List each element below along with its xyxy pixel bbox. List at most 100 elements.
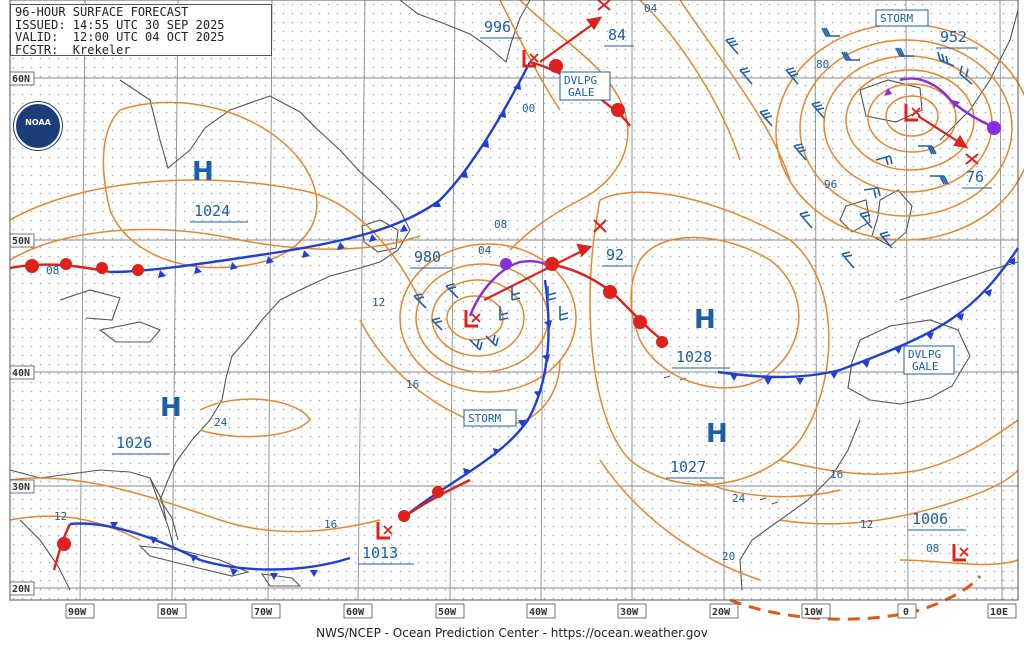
france-coast	[899, 261, 1019, 301]
low-pressure-value: 980	[414, 248, 441, 266]
isobar-12-east	[779, 469, 1019, 525]
barb	[413, 293, 427, 309]
low-marker	[376, 522, 390, 540]
warm-bump	[603, 285, 617, 299]
cold-barb	[862, 360, 870, 368]
track-arrow-952	[917, 115, 963, 145]
isobar-12	[9, 179, 421, 301]
warning-label-line: GALE	[912, 360, 939, 373]
barb	[841, 51, 860, 61]
barb	[431, 317, 443, 331]
isobar-1024-east	[589, 191, 830, 486]
lat-lon-grid	[10, 0, 1018, 601]
barb	[879, 231, 893, 249]
cold-barb	[796, 378, 804, 385]
occluded-front-980	[468, 259, 546, 317]
isobar-980-2	[431, 279, 525, 357]
barb	[918, 145, 937, 155]
barb	[739, 67, 753, 85]
low-pressure-value: 1006	[912, 510, 948, 528]
high-marker: H	[694, 305, 716, 335]
cold-barb	[481, 140, 489, 148]
cold-barb	[194, 266, 202, 274]
warning-box	[463, 409, 517, 427]
warning-label-line: DVLPG	[564, 74, 597, 87]
track-arrow-996	[539, 21, 597, 63]
isobar-1004-west	[639, 0, 741, 161]
isobar-952-2	[867, 83, 957, 153]
low-pressure-value: 996	[484, 18, 511, 36]
noaa-logo-text: NOAA	[25, 118, 51, 127]
cold-barb	[544, 320, 552, 328]
forecast-info-box: 96-HOUR SURFACE FORECAST ISSUED: 14:55 UT…	[10, 4, 272, 56]
warm-bump	[656, 336, 668, 348]
high-marker: H	[192, 157, 214, 187]
lon-label: 20W	[712, 607, 731, 618]
barb	[469, 338, 483, 351]
cold-barb	[1008, 257, 1015, 265]
cold-barb	[534, 390, 542, 398]
future-positions	[593, 0, 979, 233]
low-pressure-value: 1013	[362, 544, 398, 562]
cold-barb	[493, 448, 500, 456]
warning-label-line: GALE	[568, 86, 595, 99]
occluded-front-952	[899, 77, 997, 130]
low-marker	[904, 104, 918, 122]
warning-label: STORM	[468, 412, 501, 425]
high-pressure-value: 1028	[676, 348, 712, 366]
lat-label: 40N	[12, 368, 30, 379]
isobar-label: 80	[816, 58, 829, 71]
hispaniola	[260, 573, 302, 587]
iberia-coast	[847, 319, 971, 405]
occluded-fronts	[468, 77, 997, 317]
storm-track-arrows	[483, 16, 969, 301]
isobar-952-1	[885, 95, 939, 137]
isobar-952-5	[799, 39, 1013, 217]
warning-label: STORM	[880, 12, 913, 25]
cold-barb	[764, 378, 772, 385]
cold-barb	[230, 262, 238, 270]
isobar-16-south	[9, 477, 381, 533]
future-pressure-value: 84	[608, 26, 626, 44]
warm-bump	[60, 258, 72, 270]
isobar-label: 12	[372, 296, 385, 309]
low-marker	[464, 310, 478, 328]
occluded-barb	[952, 100, 960, 108]
occluded-bump	[987, 121, 1001, 135]
isobar-24-east	[699, 479, 841, 498]
barb	[547, 286, 557, 301]
isobar-980-4	[399, 243, 577, 393]
lat-label: 20N	[12, 584, 30, 595]
cold-barb	[926, 332, 934, 340]
cold-barb	[158, 270, 166, 278]
cold-barb	[369, 234, 377, 242]
british-isles	[871, 189, 913, 247]
cold-barb	[894, 346, 902, 354]
barb	[859, 211, 873, 229]
barb	[959, 65, 973, 85]
noaa-logo: NOAA	[14, 102, 62, 150]
lon-label: 90W	[68, 607, 87, 618]
warning-label-line: DVLPG	[908, 348, 941, 361]
great-lakes	[59, 289, 161, 343]
isobar-label: 20	[722, 550, 735, 563]
high-marker: H	[160, 393, 182, 423]
cold-barb	[830, 372, 838, 379]
isobar-label: 00	[522, 102, 535, 115]
cold-barb	[498, 110, 506, 118]
iceland	[859, 79, 923, 123]
low-marker	[522, 50, 536, 68]
lon-label: 0	[903, 607, 909, 618]
isobar-label: 08	[494, 218, 507, 231]
warning-box	[903, 345, 955, 375]
lon-label: 30W	[620, 607, 639, 618]
isobar-12-south	[9, 515, 141, 541]
barb	[811, 101, 825, 119]
lon-label: 10E	[990, 607, 1008, 618]
isobar-label: 04	[644, 2, 658, 15]
barb	[875, 155, 893, 166]
isobars	[9, 0, 1024, 581]
future-pressure-value: 92	[606, 246, 624, 264]
cold-barb	[190, 554, 198, 562]
